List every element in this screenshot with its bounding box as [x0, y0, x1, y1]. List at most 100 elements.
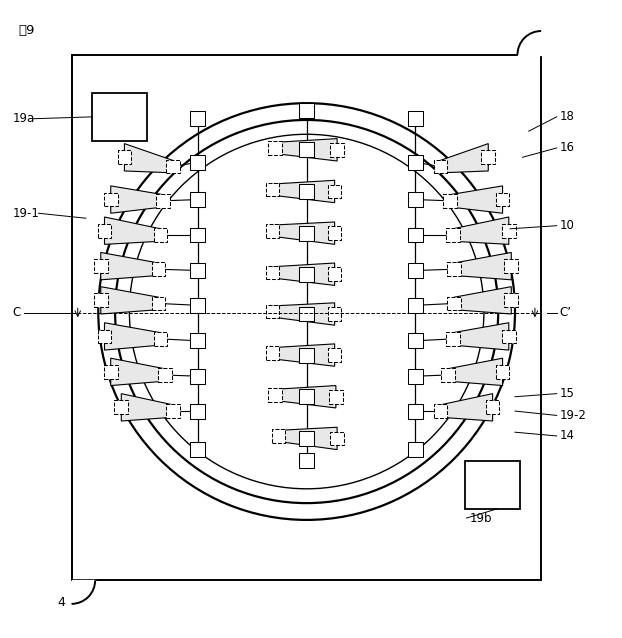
Bar	[190, 228, 205, 242]
Polygon shape	[104, 217, 160, 244]
Text: C’: C’	[560, 306, 572, 319]
Bar	[299, 142, 314, 158]
Text: 19a: 19a	[12, 112, 35, 125]
Bar	[98, 224, 111, 237]
Text: C: C	[12, 306, 21, 319]
Bar	[266, 182, 279, 197]
Text: 15: 15	[560, 387, 575, 400]
Bar	[328, 267, 341, 281]
Text: 図9: 図9	[19, 24, 35, 36]
Bar	[408, 442, 423, 457]
Polygon shape	[279, 427, 337, 450]
Polygon shape	[440, 144, 488, 173]
Bar	[118, 151, 131, 164]
Text: 10: 10	[560, 219, 575, 232]
Bar	[266, 305, 279, 318]
Polygon shape	[111, 358, 165, 385]
Bar	[502, 330, 516, 343]
Bar	[329, 390, 343, 404]
Bar	[447, 297, 461, 310]
Bar	[190, 333, 205, 348]
Polygon shape	[124, 144, 173, 173]
Polygon shape	[272, 344, 335, 366]
Polygon shape	[453, 217, 509, 244]
Bar	[114, 401, 128, 414]
Bar	[268, 388, 282, 402]
Polygon shape	[454, 253, 511, 280]
Bar	[299, 103, 314, 118]
Bar	[190, 192, 205, 207]
Polygon shape	[275, 385, 336, 408]
Polygon shape	[101, 286, 159, 314]
Bar	[98, 330, 111, 343]
Bar	[268, 141, 282, 155]
Polygon shape	[440, 394, 493, 421]
Text: 19-2: 19-2	[560, 409, 587, 422]
Bar	[72, 55, 541, 580]
Bar	[72, 580, 95, 604]
Bar	[152, 297, 165, 310]
Bar	[299, 184, 314, 199]
Bar	[328, 307, 341, 321]
Bar	[408, 404, 423, 419]
Bar	[154, 228, 167, 242]
Polygon shape	[272, 303, 335, 325]
Bar	[408, 155, 423, 170]
Bar	[504, 259, 518, 273]
Bar	[486, 401, 499, 414]
Bar	[299, 389, 314, 404]
Text: 18: 18	[560, 110, 575, 123]
Polygon shape	[121, 394, 173, 421]
Polygon shape	[450, 186, 503, 213]
Polygon shape	[272, 263, 335, 285]
Polygon shape	[453, 323, 509, 350]
Polygon shape	[454, 286, 511, 314]
Bar	[266, 265, 279, 279]
Bar	[152, 262, 165, 276]
Bar	[481, 151, 495, 164]
Polygon shape	[111, 186, 163, 213]
Bar	[299, 226, 314, 241]
Bar	[299, 348, 314, 362]
Bar	[166, 404, 180, 418]
Polygon shape	[101, 253, 159, 280]
Bar	[434, 160, 447, 174]
Bar	[496, 365, 509, 379]
Bar	[190, 263, 205, 278]
Bar	[328, 348, 341, 362]
Bar	[92, 93, 147, 141]
Bar	[434, 404, 447, 418]
Bar	[330, 431, 344, 445]
Bar	[408, 369, 423, 383]
Bar	[496, 193, 509, 207]
Bar	[408, 298, 423, 313]
Bar	[190, 155, 205, 170]
Bar	[104, 365, 118, 379]
Polygon shape	[272, 222, 335, 244]
Bar	[154, 332, 167, 346]
Bar	[299, 454, 314, 468]
Bar	[158, 368, 172, 382]
Polygon shape	[275, 138, 337, 161]
Bar	[465, 461, 520, 508]
Bar	[266, 224, 279, 237]
Text: 19b: 19b	[470, 512, 492, 524]
Text: 16: 16	[560, 142, 575, 154]
Bar	[272, 429, 285, 443]
Bar	[190, 442, 205, 457]
Bar	[408, 228, 423, 242]
Bar	[299, 431, 314, 446]
Bar	[94, 259, 108, 273]
Bar	[408, 333, 423, 348]
Bar	[94, 293, 108, 307]
Text: 14: 14	[560, 429, 575, 442]
Bar	[408, 192, 423, 207]
Bar	[408, 263, 423, 278]
Bar	[190, 369, 205, 383]
Bar	[328, 226, 341, 240]
Bar	[441, 368, 455, 382]
Text: 4: 4	[57, 596, 65, 609]
Bar	[446, 228, 460, 242]
Bar	[518, 31, 541, 55]
Bar	[408, 111, 423, 126]
